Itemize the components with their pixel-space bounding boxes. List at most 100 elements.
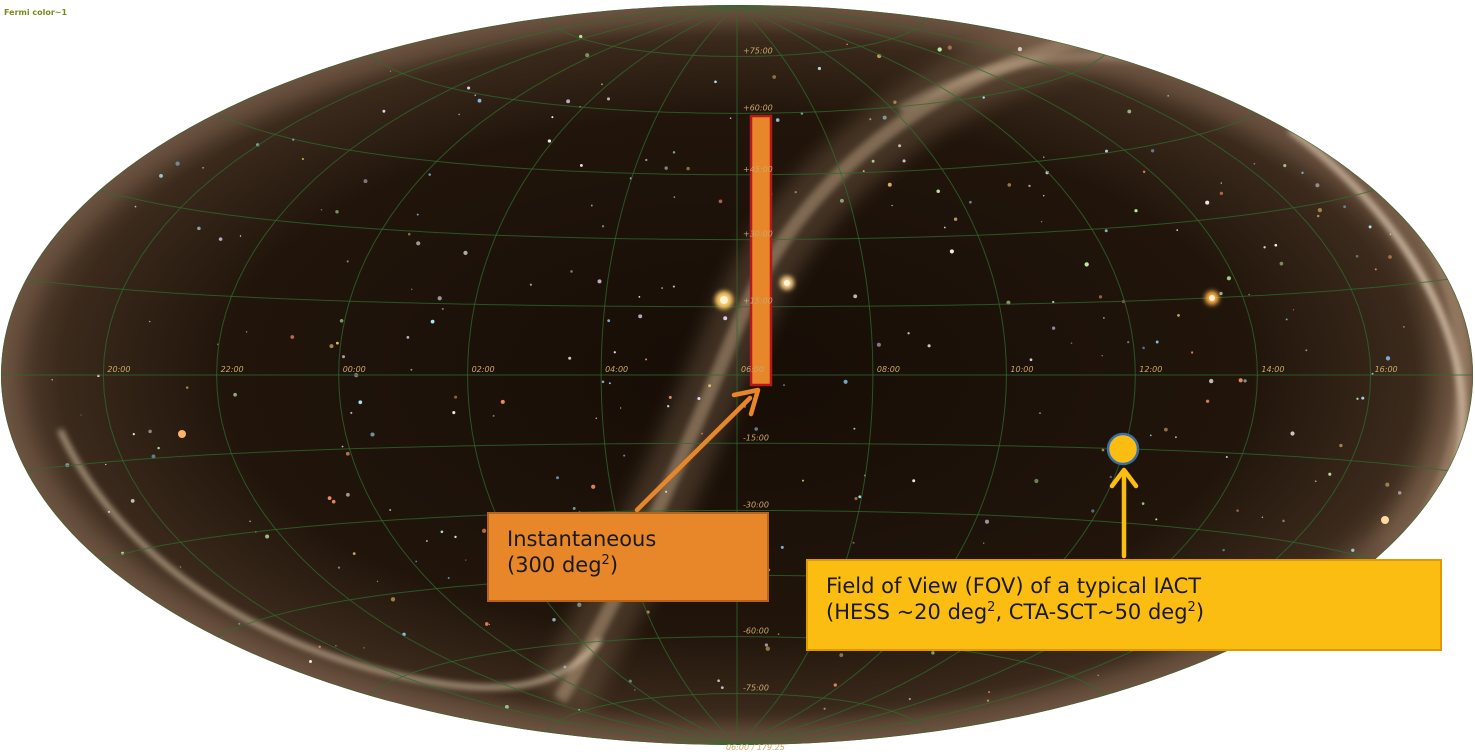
star	[157, 446, 160, 450]
star	[936, 189, 940, 194]
star	[1127, 109, 1132, 114]
star	[1225, 455, 1228, 459]
star	[337, 566, 341, 569]
star	[415, 560, 418, 563]
star	[1104, 229, 1108, 233]
star	[290, 335, 295, 339]
star	[1134, 209, 1138, 213]
star	[202, 166, 204, 169]
star	[1374, 268, 1377, 271]
star	[492, 414, 495, 417]
star	[1043, 156, 1045, 158]
star	[613, 351, 616, 354]
star	[529, 283, 532, 286]
fov-line2: (HESS ~20 deg2, CTA-SCT~50 deg2)	[826, 600, 1205, 625]
star	[464, 559, 467, 561]
star	[673, 196, 676, 198]
star	[601, 83, 603, 86]
star	[1316, 214, 1320, 218]
star	[638, 296, 641, 298]
star	[376, 580, 379, 583]
star	[1150, 149, 1155, 153]
star	[1142, 346, 1145, 350]
star	[754, 427, 758, 431]
star	[1155, 518, 1158, 521]
star	[608, 382, 611, 385]
star	[389, 509, 392, 511]
star	[1301, 171, 1304, 175]
ra-tick-labels: 16:00 14:00 12:00 10:00 08:00 06:00 04:00 02:00…	[107, 365, 1397, 374]
star	[370, 432, 375, 437]
star	[352, 552, 356, 555]
star	[406, 336, 410, 339]
star	[1220, 182, 1222, 184]
star	[458, 113, 460, 116]
star	[1389, 233, 1392, 235]
star	[578, 34, 583, 39]
ra-tick-label: 08:00	[877, 365, 900, 374]
star	[858, 495, 862, 499]
grid-meridian	[467, 5, 738, 745]
star	[869, 118, 872, 121]
star	[1238, 378, 1243, 383]
star	[908, 697, 911, 701]
grid-meridian	[102, 5, 738, 745]
star	[416, 241, 421, 246]
star	[667, 405, 670, 408]
star	[563, 665, 567, 669]
star	[634, 689, 636, 691]
star	[134, 205, 137, 208]
star	[407, 232, 411, 236]
ra-tick-label: 04:00	[605, 365, 628, 374]
star	[428, 173, 431, 176]
star	[245, 331, 248, 333]
star	[579, 163, 583, 167]
star	[986, 699, 990, 702]
star	[638, 314, 643, 319]
star	[982, 96, 985, 99]
star	[1191, 351, 1194, 354]
star	[619, 407, 622, 409]
star	[1356, 397, 1359, 400]
star	[1098, 295, 1103, 299]
star	[1236, 509, 1239, 512]
star	[723, 316, 728, 321]
star	[898, 144, 902, 148]
star	[1167, 94, 1170, 97]
star	[984, 519, 990, 524]
ra-tick-label: 10:00	[1010, 365, 1033, 374]
star	[1371, 372, 1374, 375]
star	[331, 499, 336, 504]
fov-label-box: Field of View (FOV) of a typical IACT (H…	[806, 559, 1442, 651]
star	[1101, 448, 1105, 452]
star	[151, 454, 156, 459]
star	[217, 343, 219, 346]
star	[672, 285, 675, 288]
star	[437, 296, 442, 301]
star	[1164, 427, 1168, 432]
star	[823, 707, 826, 710]
star	[329, 344, 334, 349]
star	[108, 510, 110, 513]
star	[668, 395, 672, 399]
star	[854, 497, 858, 501]
ra-tick-label: 12:00	[1139, 365, 1162, 374]
star	[265, 534, 270, 539]
star	[661, 287, 664, 290]
star	[1109, 475, 1112, 479]
star	[440, 530, 444, 534]
star	[590, 204, 593, 207]
grid-meridian	[600, 5, 738, 745]
star	[566, 99, 571, 104]
grid-meridian	[736, 5, 1473, 745]
star	[1248, 293, 1250, 296]
star	[597, 279, 602, 284]
star	[1317, 207, 1323, 213]
star	[817, 66, 822, 71]
grid-meridian	[736, 5, 1258, 745]
star	[327, 496, 332, 500]
star	[1105, 149, 1108, 153]
fov-line1: Field of View (FOV) of a typical IACT	[826, 574, 1202, 598]
star	[907, 332, 910, 335]
ra-tick-label: 00:00	[343, 365, 366, 374]
